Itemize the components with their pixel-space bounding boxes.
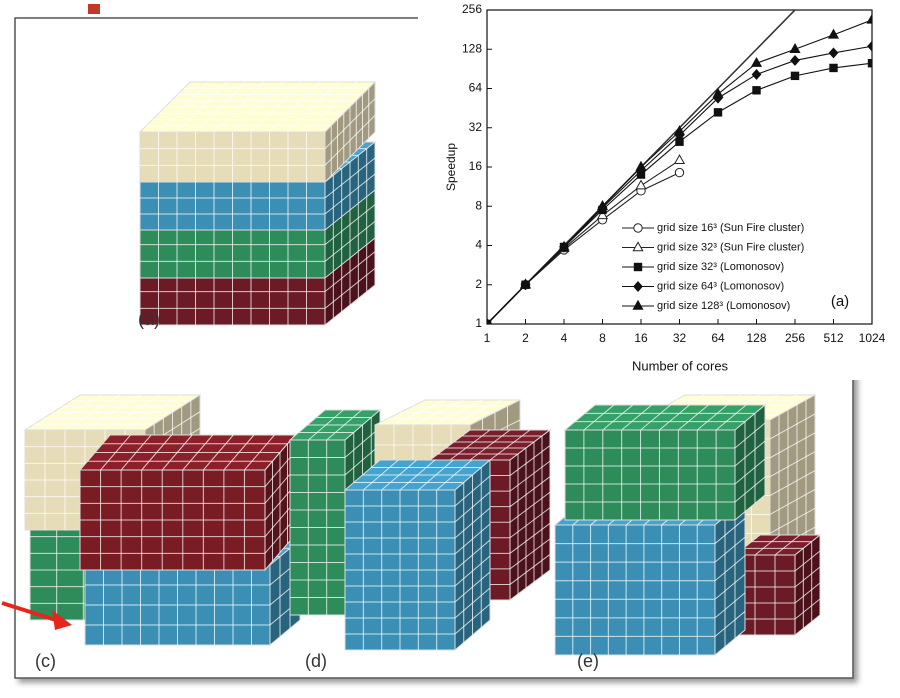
block <box>735 535 820 635</box>
x-tick-label: 1024 <box>859 331 886 345</box>
x-tick-label: 64 <box>711 331 725 345</box>
marker <box>634 263 641 270</box>
figure: (a) (c) (d) (e) Speedup Number of cores … <box>0 0 900 693</box>
y-tick-label: 32 <box>469 120 483 134</box>
block-face <box>510 430 550 600</box>
x-tick-label: 128 <box>746 331 766 345</box>
panel-label: (e) <box>577 651 599 671</box>
x-tick-label: 1 <box>484 331 491 345</box>
panel-label: (c) <box>35 651 56 671</box>
marker <box>753 87 760 94</box>
block <box>80 435 295 570</box>
y-tick-label: 8 <box>475 198 482 212</box>
marker <box>791 72 798 79</box>
y-tick-label: 256 <box>462 2 482 16</box>
legend-label: grid size 32³ (Sun Fire cluster) <box>657 241 804 253</box>
block-face <box>565 405 765 430</box>
marker <box>634 224 642 232</box>
block <box>565 405 765 520</box>
y-tick-label: 16 <box>469 159 483 173</box>
y-tick-label: 128 <box>462 41 482 55</box>
y-tick-label: 2 <box>475 277 482 291</box>
block <box>140 82 375 182</box>
x-tick-label: 256 <box>785 331 805 345</box>
marker <box>830 64 837 71</box>
block-face <box>555 525 715 655</box>
x-tick-label: 16 <box>634 331 648 345</box>
y-tick-label: 64 <box>469 81 483 95</box>
block-face <box>565 430 735 520</box>
legend-label: grid size 16³ (Sun Fire cluster) <box>657 222 804 234</box>
y-tick-label: 4 <box>475 238 482 252</box>
x-tick-label: 4 <box>561 331 568 345</box>
annotation: (a) <box>831 293 849 310</box>
legend-label: grid size 64³ (Lomonosov) <box>657 280 784 292</box>
legend-label: grid size 128³ (Lomonosov) <box>657 300 790 312</box>
x-tick-label: 512 <box>823 331 843 345</box>
panel-label: (d) <box>305 651 327 671</box>
marker <box>675 168 683 176</box>
block <box>345 460 490 650</box>
panel-label: (a) <box>138 309 160 329</box>
y-axis-title: Speedup <box>444 143 458 191</box>
x-tick-label: 32 <box>673 331 687 345</box>
block <box>555 500 745 655</box>
x-tick-label: 2 <box>522 331 529 345</box>
y-tick-label: 1 <box>475 316 482 330</box>
red-mark <box>88 4 100 14</box>
legend-label: grid size 32³ (Lomonosov) <box>657 261 784 273</box>
marker <box>714 109 721 116</box>
x-tick-label: 8 <box>599 331 606 345</box>
x-axis-title: Number of cores <box>632 358 729 373</box>
